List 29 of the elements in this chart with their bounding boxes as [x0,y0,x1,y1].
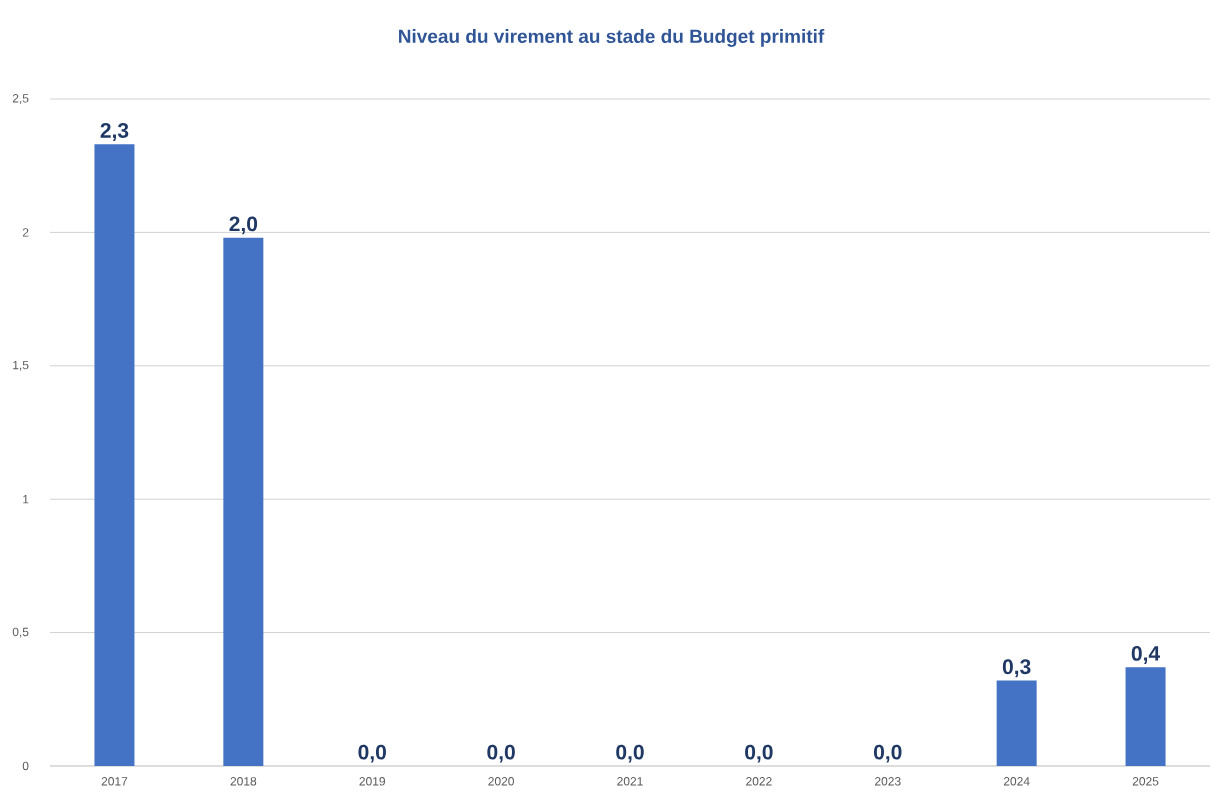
x-tick-label: 2017 [101,777,128,786]
y-tick-label: 0,5 [12,627,29,638]
x-tick-label: 2025 [1132,777,1159,786]
data-label: 0,0 [873,744,902,763]
x-tick-label: 2020 [488,777,514,786]
bar [1125,667,1166,766]
x-tick-label: 2021 [617,777,643,786]
bar [94,144,135,766]
y-tick-label: 2 [22,228,29,237]
data-label: 0,3 [1002,659,1031,678]
x-tick-label: 2019 [359,777,386,786]
data-label: 2,3 [100,123,129,141]
data-label: 0,4 [1131,645,1160,664]
x-tick-label: 2018 [230,777,257,786]
x-tick-label: 2023 [875,777,901,786]
data-label: 0,0 [616,744,644,763]
data-label: 2,0 [229,216,258,235]
data-label: 0,0 [487,744,515,763]
bar [223,237,264,766]
chart-title: Niveau du virement au stade du Budget primitif [399,29,825,47]
y-tick-label: 1,5 [13,360,29,371]
x-tick-label: 2022 [746,777,772,786]
data-label: 0,0 [745,744,773,763]
data-label: 0,0 [358,744,386,763]
bar [996,680,1037,766]
x-tick-label: 2024 [1003,777,1030,786]
y-tick-label: 1 [23,495,29,504]
y-tick-label: 2,5 [12,94,29,104]
y-tick-label: 0 [22,761,29,771]
